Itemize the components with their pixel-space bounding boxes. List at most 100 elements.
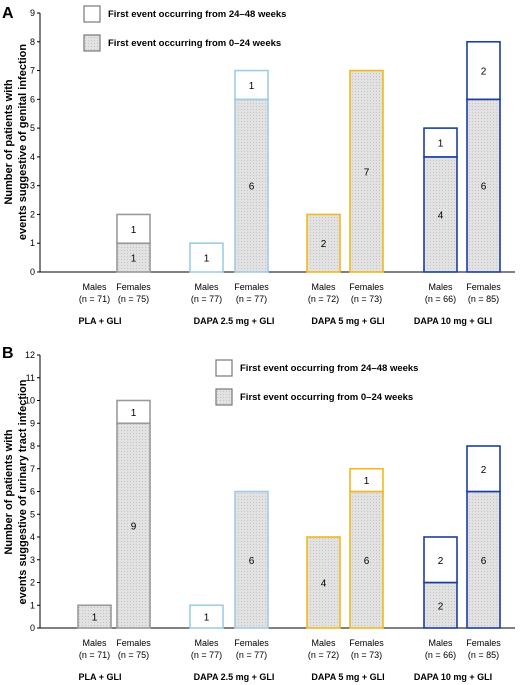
bar-segment-early — [466, 98, 501, 273]
legend-label-late: First event occurring from 24–48 weeks — [108, 9, 286, 20]
category-n-label: (n = 72) — [308, 650, 339, 660]
y-tick-label: 3 — [30, 555, 35, 565]
group-label: DAPA 5 mg + GLI — [311, 672, 384, 682]
y-axis-label: events suggestive of urinary tract infec… — [17, 379, 29, 604]
y-axis-label: Number of patients with — [3, 429, 15, 555]
panel-a: A Number of patients with events suggestiv… — [2, 5, 515, 326]
category-label: Females — [349, 282, 384, 292]
bar-segment-early — [116, 242, 151, 273]
bar-value-label: 4 — [321, 579, 327, 590]
bar-value-label: 6 — [481, 556, 487, 567]
category-n-label: (n = 75) — [118, 294, 149, 304]
category-label: Females — [466, 638, 501, 648]
bar-value-label: 6 — [481, 182, 487, 193]
bar-value-label: 2 — [321, 239, 327, 250]
y-tick-label: 1 — [30, 238, 35, 248]
category-n-label: (n = 77) — [236, 650, 267, 660]
category-label: Males — [82, 282, 107, 292]
y-tick-label: 0 — [30, 623, 35, 633]
y-axis-label: events suggestive of genital infection — [17, 44, 29, 240]
y-tick-label: 4 — [30, 152, 35, 162]
legend-swatch-late — [83, 5, 101, 23]
group-label: DAPA 2.5 mg + GLI — [194, 316, 275, 326]
panel-b: B Number of patients with events suggestiv… — [2, 345, 515, 682]
category-n-label: (n = 85) — [468, 650, 499, 660]
category-n-label: (n = 75) — [118, 650, 149, 660]
category-label: Males — [194, 638, 219, 648]
group-label: DAPA 5 mg + GLI — [311, 316, 384, 326]
y-tick-label: 8 — [30, 441, 35, 451]
legend-label-late: First event occurring from 24–48 weeks — [240, 363, 418, 374]
legend-label-early: First event occurring from 0–24 weeks — [240, 392, 413, 403]
bar-value-label: 1 — [249, 81, 255, 92]
bar-segment-late — [466, 40, 501, 101]
category-n-label: (n = 66) — [425, 650, 456, 660]
bar-value-label: 1 — [204, 613, 210, 624]
group-label: DAPA 10 mg + GLI — [414, 316, 492, 326]
bar-value-label: 6 — [364, 556, 370, 567]
bar-segment-late — [234, 69, 269, 101]
y-tick-label: 11 — [26, 373, 35, 383]
category-n-label: (n = 77) — [191, 294, 222, 304]
bar-value-label: 1 — [364, 476, 370, 487]
y-tick-label: 7 — [30, 66, 35, 76]
bar-segment-late — [349, 467, 384, 493]
bar-segment-early — [423, 581, 458, 629]
category-label: Males — [194, 282, 219, 292]
y-tick-label: 3 — [30, 181, 35, 191]
bar-value-label: 2 — [438, 601, 444, 612]
category-label: Males — [311, 282, 336, 292]
y-tick-label: 2 — [30, 209, 35, 219]
category-label: Males — [311, 638, 336, 648]
y-tick-label: 8 — [30, 37, 35, 47]
group-label: DAPA 10 mg + GLI — [414, 672, 492, 682]
category-label: Females — [349, 638, 384, 648]
legend-swatch-early — [215, 388, 233, 406]
bar-value-label: 7 — [364, 167, 370, 178]
bar-value-label: 1 — [204, 254, 210, 265]
category-n-label: (n = 66) — [425, 294, 456, 304]
legend-swatch-early — [83, 34, 101, 52]
y-axis-label: Number of patients with — [3, 79, 15, 205]
y-tick-label: 7 — [30, 464, 35, 474]
bar-segment-early — [306, 536, 341, 629]
bar-segment-late — [116, 213, 151, 245]
bar-segment-early — [116, 422, 151, 629]
panel-letter: B — [2, 345, 14, 362]
y-tick-label: 9 — [30, 418, 35, 428]
bar-segment-early — [349, 69, 384, 273]
y-tick-label: 9 — [30, 8, 35, 18]
bar-value-label: 1 — [131, 408, 137, 419]
bar-segment-early — [306, 213, 341, 273]
category-n-label: (n = 71) — [79, 650, 110, 660]
bar-value-label: 1 — [131, 225, 137, 236]
bar-value-label: 9 — [131, 522, 137, 533]
category-label: Females — [234, 282, 269, 292]
y-tick-label: 10 — [25, 396, 35, 406]
y-tick-label: 2 — [30, 578, 35, 588]
category-n-label: (n = 77) — [191, 650, 222, 660]
y-tick-label: 6 — [30, 487, 35, 497]
legend-label-early: First event occurring from 0–24 weeks — [108, 38, 281, 49]
bar-value-label: 2 — [481, 465, 487, 476]
category-label: Females — [466, 282, 501, 292]
panel-letter: A — [2, 5, 14, 22]
category-n-label: (n = 73) — [351, 294, 382, 304]
category-n-label: (n = 73) — [351, 650, 382, 660]
category-label: Males — [428, 282, 453, 292]
group-label: DAPA 2.5 mg + GLI — [194, 672, 275, 682]
category-label: Females — [234, 638, 269, 648]
category-label: Females — [116, 282, 151, 292]
bar-segment-early — [423, 156, 458, 273]
bar-segment-late — [466, 445, 501, 493]
y-tick-label: 6 — [30, 94, 35, 104]
bar-segment-early — [77, 604, 112, 629]
category-label: Females — [116, 638, 151, 648]
legend-swatch-late — [215, 359, 233, 377]
category-label: Males — [428, 638, 453, 648]
bar-segment-late — [116, 399, 151, 425]
group-label: PLA + GLI — [79, 316, 122, 326]
bar-value-label: 6 — [249, 182, 255, 193]
y-tick-label: 5 — [30, 509, 35, 519]
bar-segment-early — [234, 490, 269, 629]
